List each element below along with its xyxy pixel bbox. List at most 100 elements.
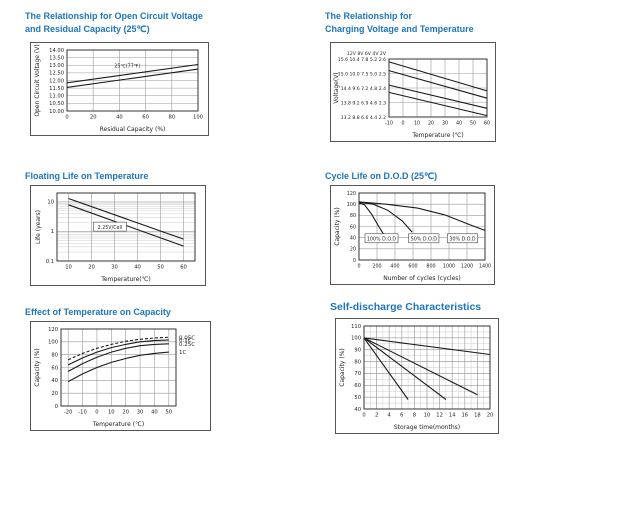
svg-text:800: 800 xyxy=(426,264,435,270)
svg-text:10.50: 10.50 xyxy=(49,101,64,107)
svg-text:60: 60 xyxy=(180,265,187,271)
chart-title-temperature-capacity: Effect of Temperature on Capacity xyxy=(25,306,211,319)
svg-text:60: 60 xyxy=(350,224,356,230)
charging-voltage-chart: -10 0 10 20 30 40 50 60 15.6 10.4 7.8 5.2 2.6 15.… xyxy=(330,42,496,142)
svg-text:0.1C: 0.1C xyxy=(179,338,192,344)
svg-text:10: 10 xyxy=(414,121,420,127)
svg-text:70: 70 xyxy=(354,371,361,377)
svg-text:11.00: 11.00 xyxy=(49,94,64,100)
svg-text:20: 20 xyxy=(428,121,434,127)
chart-svg-cycle-life-on-dod: 0 200 400 600 800 1000 1200 1400120100806040200… xyxy=(334,191,491,282)
svg-text:13.8 9.2 6.9 4.6 2.3: 13.8 9.2 6.9 4.6 2.3 xyxy=(341,100,386,106)
svg-text:1400: 1400 xyxy=(479,264,491,270)
svg-text:12V 8V 6V 4V 2V: 12V 8V 6V 4V 2V xyxy=(347,51,387,57)
svg-text:0: 0 xyxy=(357,264,360,270)
svg-text:80: 80 xyxy=(350,213,356,219)
svg-text:4: 4 xyxy=(388,413,392,419)
svg-text:Residual Capacity (%): Residual Capacity (%) xyxy=(100,126,166,133)
svg-text:20: 20 xyxy=(90,115,97,121)
chart-title-floating-life: Floating Life on Temperature xyxy=(25,170,206,183)
svg-text:100: 100 xyxy=(347,202,356,208)
panel-cycle-life: Cycle Life on D.O.D (25℃) 0 200 400 600 800 1… xyxy=(325,170,495,285)
svg-text:18: 18 xyxy=(474,413,481,419)
chart-title-cycle-life: Cycle Life on D.O.D (25℃) xyxy=(325,170,495,183)
panel-temperature-capacity: Effect of Temperature on Capacity -20 -10… xyxy=(25,306,211,431)
svg-text:-10: -10 xyxy=(385,121,393,127)
temperature-capacity-chart: -20 -10 0 10 20 30 40 50 120 100 80 60 40 20 0 Temperat… xyxy=(30,321,211,431)
svg-text:100% D.O.D: 100% D.O.D xyxy=(367,236,397,242)
chart-svg-self-discharge-characteristics: 0 2 4 6 8 10 12 14 16 18 20 110 100 90 80 70 60 50 40 Stora… xyxy=(339,324,493,431)
svg-text:60: 60 xyxy=(51,365,58,371)
svg-text:Open Circuit Voltage (V): Open Circuit Voltage (V) xyxy=(34,44,41,116)
svg-text:60: 60 xyxy=(142,115,149,121)
chart-title-line1: Effect of Temperature on Capacity xyxy=(25,307,171,317)
svg-text:90: 90 xyxy=(354,348,361,354)
svg-text:40: 40 xyxy=(350,235,356,241)
svg-text:40: 40 xyxy=(354,407,361,413)
svg-text:110: 110 xyxy=(351,324,361,330)
svg-text:6: 6 xyxy=(400,413,403,419)
floating-life-chart: 10 20 30 40 50 60 10 1 0.1 Temperature(℃) Life (ye… xyxy=(30,185,206,286)
svg-text:20: 20 xyxy=(122,410,129,416)
svg-text:14.4 9.6 7.2 4.8 2.4: 14.4 9.6 7.2 4.8 2.4 xyxy=(341,86,386,92)
svg-text:50: 50 xyxy=(354,395,361,401)
svg-text:8: 8 xyxy=(413,413,416,419)
svg-text:40: 40 xyxy=(116,115,123,121)
svg-text:15.0 10.0 7.5 5.0 2.5: 15.0 10.0 7.5 5.0 2.5 xyxy=(338,71,386,77)
svg-text:14: 14 xyxy=(449,413,456,419)
svg-text:13.2 8.8 6.6 4.4 2.2: 13.2 8.8 6.6 4.4 2.2 xyxy=(341,115,386,121)
svg-text:1: 1 xyxy=(51,229,54,235)
panel-floating-life: Floating Life on Temperature 10 20 30 40 50 6… xyxy=(25,170,206,286)
chart-svg-charging-voltage-vs-temperature: -10 0 10 20 30 40 50 60 15.6 10.4 7.8 5.2 2.6 15.… xyxy=(333,51,490,139)
svg-text:Number of cycles (cycles): Number of cycles (cycles) xyxy=(383,275,461,282)
svg-text:100: 100 xyxy=(193,115,203,121)
svg-text:0: 0 xyxy=(401,121,404,127)
svg-text:50: 50 xyxy=(157,265,164,271)
open-circuit-voltage-chart: 0 20 40 60 80 100 14.00 13.50 13.00 12.50 12.00 11.… xyxy=(30,42,209,136)
svg-text:Voltage(V): Voltage(V) xyxy=(333,72,340,103)
svg-text:Temperature (℃): Temperature (℃) xyxy=(411,132,463,139)
svg-text:Temperature(℃): Temperature(℃) xyxy=(100,276,150,283)
svg-text:13.50: 13.50 xyxy=(49,55,64,61)
svg-text:120: 120 xyxy=(347,191,356,197)
chart-title-line2: and Residual Capacity (25℃) xyxy=(25,24,150,34)
svg-text:20: 20 xyxy=(88,265,95,271)
svg-text:10.00: 10.00 xyxy=(49,109,64,115)
chart-title-line1: Cycle Life on D.O.D (25℃) xyxy=(325,171,438,181)
svg-text:10: 10 xyxy=(424,413,431,419)
svg-text:Capacity (%): Capacity (%) xyxy=(34,348,41,387)
svg-text:80: 80 xyxy=(354,359,361,365)
svg-text:600: 600 xyxy=(408,264,417,270)
panel-charging-voltage: The Relationship for Charging Voltage an… xyxy=(325,10,496,142)
svg-text:400: 400 xyxy=(390,264,399,270)
svg-text:60: 60 xyxy=(484,121,490,127)
panel-self-discharge: Self-discharge Characteristics 0 2 4 6 8 10 12… xyxy=(330,300,499,434)
panel-open-circuit-voltage: The Relationship for Open Circuit Voltag… xyxy=(25,10,209,136)
chart-title-line1: The Relationship for Open Circuit Voltag… xyxy=(25,11,203,21)
svg-text:12.50: 12.50 xyxy=(49,71,64,77)
chart-title-self-discharge: Self-discharge Characteristics xyxy=(330,300,499,314)
svg-text:30: 30 xyxy=(111,265,118,271)
svg-text:25℃(77℉): 25℃(77℉) xyxy=(114,64,140,70)
svg-text:120: 120 xyxy=(48,327,58,333)
svg-text:0: 0 xyxy=(353,258,356,264)
svg-text:1000: 1000 xyxy=(443,264,455,270)
svg-text:Storage time(months): Storage time(months) xyxy=(394,424,460,431)
svg-text:2: 2 xyxy=(375,413,378,419)
chart-title-charging-voltage: The Relationship for Charging Voltage an… xyxy=(325,10,496,36)
svg-text:14.00: 14.00 xyxy=(49,48,64,54)
svg-text:0: 0 xyxy=(362,413,365,419)
svg-text:-10: -10 xyxy=(78,410,86,416)
svg-text:Life (years): Life (years) xyxy=(35,210,42,244)
svg-text:20: 20 xyxy=(350,247,356,253)
svg-text:50: 50 xyxy=(166,410,173,416)
svg-text:50: 50 xyxy=(470,121,476,127)
svg-text:12: 12 xyxy=(436,413,443,419)
chart-title-line1: The Relationship for xyxy=(325,11,413,21)
svg-text:Capacity (%): Capacity (%) xyxy=(334,207,341,246)
svg-text:13.00: 13.00 xyxy=(49,63,64,69)
svg-text:0: 0 xyxy=(55,404,58,410)
chart-svg-floating-life-on-temperature: 10 20 30 40 50 60 10 1 0.1 Temperature(℃) Life (ye… xyxy=(35,192,196,283)
